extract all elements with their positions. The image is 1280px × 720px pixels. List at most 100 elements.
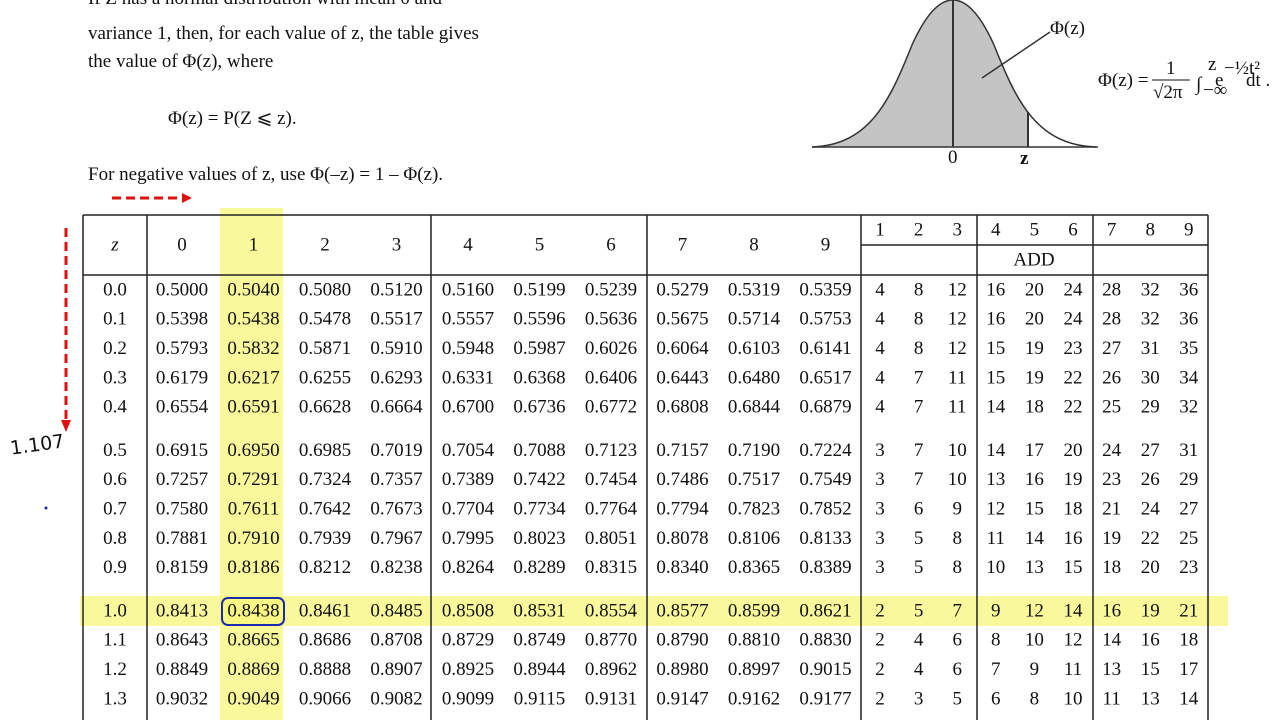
- phi-value: 0.8264: [442, 557, 495, 578]
- add-value: 20: [1141, 557, 1160, 578]
- add-value: 29: [1141, 397, 1160, 418]
- phi-value: 0.8238: [370, 557, 422, 578]
- add-value: 3: [875, 528, 885, 549]
- phi-value: 0.9032: [156, 688, 208, 709]
- add-value: 32: [1179, 397, 1198, 418]
- normal-curve-figure: [811, 0, 1098, 148]
- add-value: 26: [1102, 367, 1121, 388]
- phi-value: 0.6517: [799, 367, 851, 388]
- add-value: 15: [1025, 498, 1044, 519]
- phi-value: 0.5596: [513, 309, 565, 330]
- phi-value: 0.7291: [227, 469, 279, 490]
- z-value: 0.6: [103, 469, 127, 490]
- column-header: 4: [463, 234, 473, 255]
- add-value: 4: [914, 659, 924, 680]
- add-value: 25: [1102, 397, 1121, 418]
- add-column-header: 9: [1184, 219, 1194, 240]
- phi-value: 0.8810: [728, 630, 780, 651]
- phi-value: 0.5040: [227, 279, 279, 300]
- pen-dot: [44, 506, 48, 510]
- add-value: 16: [986, 309, 1005, 330]
- add-value: 4: [875, 309, 885, 330]
- phi-value: 0.9049: [227, 688, 279, 709]
- add-value: 24: [1102, 440, 1122, 461]
- phi-value: 0.7486: [656, 469, 708, 490]
- phi-value: 0.6293: [370, 367, 422, 388]
- phi-value: 0.6026: [585, 338, 637, 359]
- phi-value: 0.7642: [299, 498, 351, 519]
- add-value: 10: [1064, 688, 1083, 709]
- add-value: 6: [952, 630, 962, 651]
- add-value: 5: [952, 688, 962, 709]
- intro-line: If Z has a normal distribution with mean…: [88, 0, 443, 9]
- add-value: 3: [875, 498, 885, 519]
- add-value: 20: [1025, 309, 1044, 330]
- phi-value: 0.7939: [299, 528, 351, 549]
- phi-value: 0.7422: [513, 469, 565, 490]
- phi-value: 0.5000: [156, 279, 208, 300]
- column-header: 9: [821, 234, 831, 255]
- phi-value: 0.6217: [227, 367, 279, 388]
- add-value: 15: [1141, 659, 1160, 680]
- intro-line: the value of Φ(z), where: [88, 51, 273, 72]
- phi-value: 0.8413: [156, 600, 208, 621]
- phi-value: 0.8621: [799, 600, 851, 621]
- add-value: 4: [875, 338, 885, 359]
- add-value: 6: [952, 659, 962, 680]
- add-value: 14: [986, 397, 1006, 418]
- z-value: 0.8: [103, 528, 127, 549]
- phi-value: 0.8438: [227, 600, 279, 621]
- add-value: 19: [1102, 528, 1121, 549]
- phi-value: 0.9115: [514, 688, 566, 709]
- phi-value: 0.8212: [299, 557, 351, 578]
- phi-value: 0.6736: [513, 397, 565, 418]
- phi-value: 0.8315: [585, 557, 637, 578]
- formula-num: 1: [1166, 58, 1176, 79]
- column-header: 0: [177, 234, 187, 255]
- z-label: z: [1020, 148, 1029, 169]
- add-value: 25: [1179, 528, 1198, 549]
- phi-value: 0.7764: [585, 498, 638, 519]
- phi-value: 0.6844: [728, 397, 781, 418]
- add-value: 27: [1141, 440, 1160, 461]
- add-value: 11: [948, 397, 966, 418]
- phi-value: 0.7995: [442, 528, 494, 549]
- add-value: 19: [1025, 367, 1044, 388]
- phi-value: 0.9147: [656, 688, 708, 709]
- add-column-header: 1: [875, 219, 885, 240]
- phi-value: 0.8888: [299, 659, 351, 680]
- add-value: 7: [914, 440, 924, 461]
- phi-value: 0.5675: [656, 309, 708, 330]
- phi-value: 0.7389: [442, 469, 494, 490]
- phi-value: 0.8599: [728, 600, 780, 621]
- phi-value: 0.8133: [799, 528, 851, 549]
- add-value: 29: [1179, 469, 1198, 490]
- add-value: 24: [1064, 309, 1084, 330]
- add-value: 14: [1102, 630, 1122, 651]
- add-value: 18: [1064, 498, 1083, 519]
- phi-value: 0.5793: [156, 338, 208, 359]
- add-value: 31: [1179, 440, 1198, 461]
- phi-value: 0.8577: [656, 600, 708, 621]
- add-value: 15: [986, 367, 1005, 388]
- definition: Φ(z) = P(Z ⩽ z).: [168, 108, 297, 129]
- phi-value: 0.9177: [799, 688, 851, 709]
- phi-value: 0.8289: [513, 557, 565, 578]
- add-value: 18: [1102, 557, 1121, 578]
- add-value: 12: [948, 309, 967, 330]
- phi-value: 0.5359: [799, 279, 851, 300]
- origin-label: 0: [948, 147, 958, 168]
- add-value: 10: [1025, 630, 1044, 651]
- phi-value: 0.7224: [799, 440, 852, 461]
- phi-value: 0.8925: [442, 659, 494, 680]
- phi-value: 0.5871: [299, 338, 351, 359]
- phi-value: 0.8749: [513, 630, 565, 651]
- phi-value: 0.7910: [227, 528, 279, 549]
- add-value: 26: [1141, 469, 1160, 490]
- add-value: 16: [1064, 528, 1083, 549]
- formula-lhs: Φ(z) =: [1098, 70, 1148, 91]
- add-column-header: 3: [952, 219, 962, 240]
- phi-value: 0.7611: [228, 498, 280, 519]
- phi-value: 0.7823: [728, 498, 780, 519]
- add-value: 12: [1064, 630, 1083, 651]
